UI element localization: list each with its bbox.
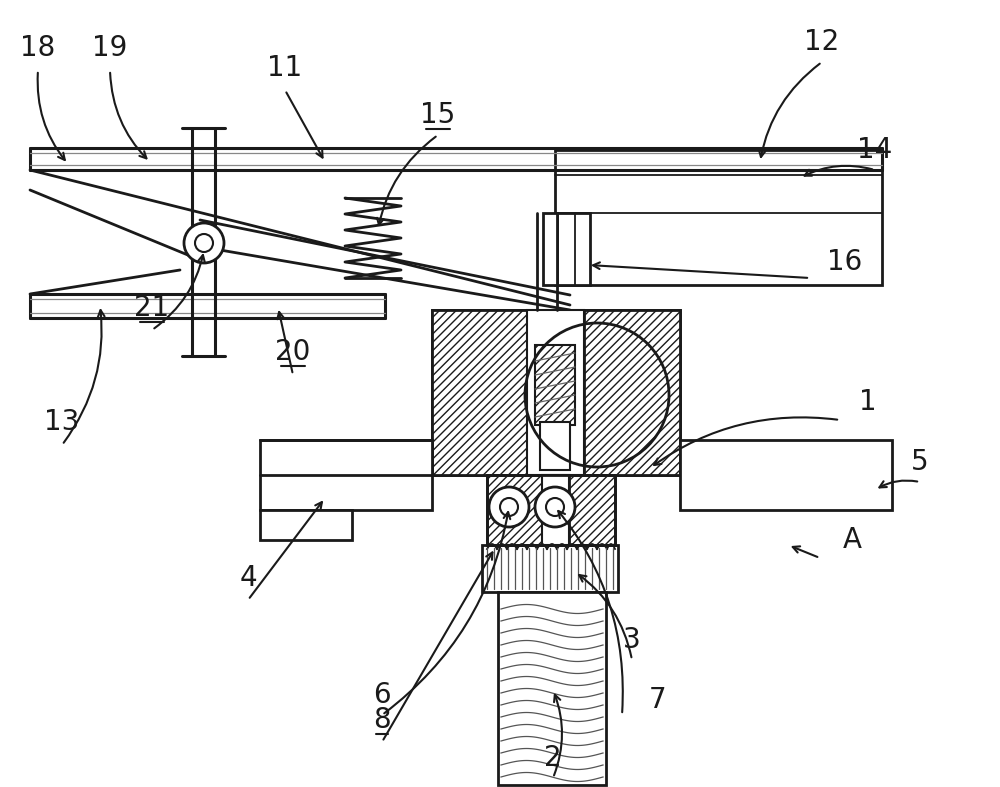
Bar — [487, 475, 542, 545]
Circle shape — [195, 234, 213, 252]
Text: 2: 2 — [544, 744, 562, 772]
Text: 18: 18 — [20, 34, 56, 62]
Bar — [555, 150, 882, 285]
Text: 21: 21 — [134, 294, 170, 322]
Text: 4: 4 — [239, 564, 257, 592]
Circle shape — [489, 487, 529, 527]
Bar — [540, 422, 570, 470]
Circle shape — [500, 498, 518, 516]
Text: 6: 6 — [373, 681, 391, 709]
Text: 15: 15 — [420, 101, 456, 129]
Bar — [680, 440, 892, 510]
Bar — [482, 545, 618, 592]
Bar — [527, 310, 584, 475]
Text: 7: 7 — [649, 686, 667, 714]
Bar — [584, 310, 680, 475]
Text: 11: 11 — [267, 54, 303, 82]
Bar — [432, 310, 680, 475]
Bar — [487, 475, 615, 545]
Bar — [498, 592, 606, 785]
Bar — [569, 475, 615, 545]
Bar — [260, 440, 432, 510]
Bar — [542, 475, 569, 545]
Bar — [543, 213, 590, 285]
Text: 1: 1 — [859, 388, 877, 416]
Bar — [432, 310, 527, 475]
Text: 5: 5 — [911, 448, 929, 476]
Text: A: A — [842, 526, 862, 554]
Bar — [260, 510, 352, 540]
Text: 3: 3 — [623, 626, 641, 654]
Text: 16: 16 — [827, 248, 863, 276]
Circle shape — [184, 223, 224, 263]
Text: 13: 13 — [44, 408, 80, 436]
Text: 8: 8 — [373, 706, 391, 734]
Bar — [535, 345, 575, 425]
Circle shape — [535, 487, 575, 527]
Text: 14: 14 — [857, 136, 893, 164]
Circle shape — [546, 498, 564, 516]
Text: 12: 12 — [804, 28, 840, 56]
Text: 20: 20 — [275, 338, 311, 366]
Text: 19: 19 — [92, 34, 128, 62]
